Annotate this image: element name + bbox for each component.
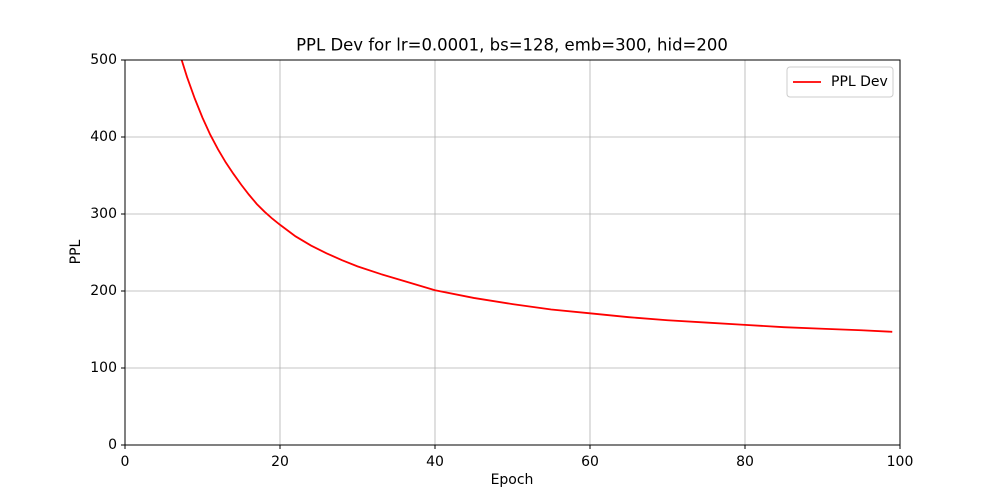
- y-tick-label: 300: [90, 206, 117, 222]
- legend-label: PPL Dev: [831, 74, 888, 90]
- x-tick-label: 20: [271, 454, 289, 470]
- x-tick-label: 0: [121, 454, 130, 470]
- y-tick-label: 400: [90, 129, 117, 145]
- x-tick-label: 100: [887, 454, 914, 470]
- legend-box: [786, 66, 894, 98]
- x-axis-label: Epoch: [491, 472, 534, 488]
- y-tick-label: 200: [90, 283, 117, 299]
- y-tick-label: 500: [90, 52, 117, 68]
- chart-title: PPL Dev for lr=0.0001, bs=128, emb=300, …: [296, 36, 728, 55]
- legend: PPL Dev: [786, 66, 894, 98]
- x-tick-label: 60: [581, 454, 599, 470]
- data-line: [180, 60, 893, 333]
- y-tick-label: 100: [90, 360, 117, 376]
- x-tick-label: 40: [426, 454, 444, 470]
- y-axis-label: PPL: [68, 239, 84, 264]
- y-tick-label: 0: [108, 437, 117, 453]
- x-tick-label: 80: [736, 454, 754, 470]
- plot-frame: [124, 59, 901, 446]
